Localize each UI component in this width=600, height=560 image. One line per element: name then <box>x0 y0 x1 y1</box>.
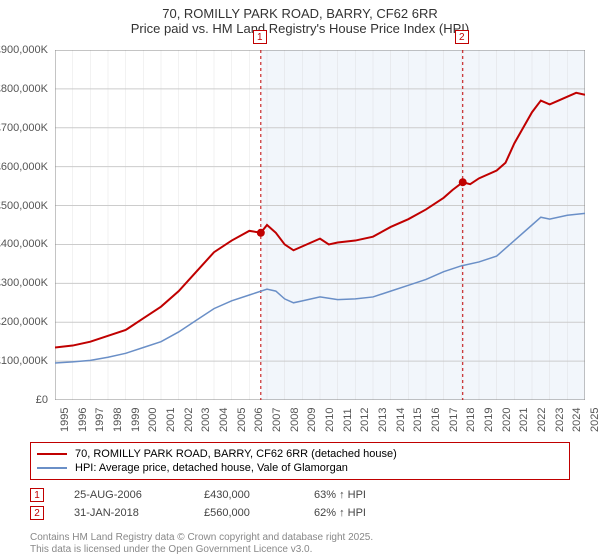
credits-line2: This data is licensed under the Open Gov… <box>30 544 373 556</box>
y-tick-label: £600,000K <box>0 161 48 173</box>
x-tick-label: 2023 <box>554 408 566 432</box>
legend: 70, ROMILLY PARK ROAD, BARRY, CF62 6RR (… <box>30 442 570 480</box>
x-tick-label: 2018 <box>465 408 477 432</box>
x-tick-label: 2008 <box>289 408 301 432</box>
marker-box-2: 2 <box>455 30 469 44</box>
y-tick-label: £100,000K <box>0 355 48 367</box>
x-tick-label: 2001 <box>165 408 177 432</box>
title-line1: 70, ROMILLY PARK ROAD, BARRY, CF62 6RR <box>0 6 600 21</box>
y-tick-label: £300,000K <box>0 277 48 289</box>
y-tick-label: £800,000K <box>0 83 48 95</box>
y-tick-label: £700,000K <box>0 122 48 134</box>
x-tick-label: 2013 <box>377 408 389 432</box>
x-tick-label: 2003 <box>200 408 212 432</box>
x-tick-label: 2011 <box>342 408 354 432</box>
title-line2: Price paid vs. HM Land Registry's House … <box>0 21 600 36</box>
transaction-delta-1: 63% ↑ HPI <box>314 489 366 501</box>
x-tick-label: 1999 <box>130 408 142 432</box>
credits: Contains HM Land Registry data © Crown c… <box>30 532 373 556</box>
transaction-price-2: £560,000 <box>204 507 284 519</box>
x-tick-label: 1996 <box>77 408 89 432</box>
x-tick-label: 2025 <box>589 408 600 432</box>
x-tick-label: 2021 <box>518 408 530 432</box>
x-tick-label: 1998 <box>112 408 124 432</box>
x-tick-label: 2005 <box>236 408 248 432</box>
x-tick-label: 2015 <box>412 408 424 432</box>
legend-swatch-2 <box>37 467 67 469</box>
legend-row-2: HPI: Average price, detached house, Vale… <box>37 461 563 475</box>
transactions-block: 1 25-AUG-2006 £430,000 63% ↑ HPI 2 31-JA… <box>30 486 366 522</box>
chart-container: 70, ROMILLY PARK ROAD, BARRY, CF62 6RR P… <box>0 0 600 560</box>
x-tick-label: 2006 <box>253 408 265 432</box>
legend-row-1: 70, ROMILLY PARK ROAD, BARRY, CF62 6RR (… <box>37 447 563 461</box>
transaction-marker-2: 2 <box>30 506 44 520</box>
x-tick-label: 2002 <box>183 408 195 432</box>
transaction-date-1: 25-AUG-2006 <box>74 489 174 501</box>
x-tick-label: 2000 <box>147 408 159 432</box>
x-tick-label: 2022 <box>536 408 548 432</box>
legend-label-1: 70, ROMILLY PARK ROAD, BARRY, CF62 6RR (… <box>75 448 397 460</box>
transaction-row-1: 1 25-AUG-2006 £430,000 63% ↑ HPI <box>30 486 366 504</box>
x-tick-label: 1997 <box>94 408 106 432</box>
x-tick-label: 2017 <box>448 408 460 432</box>
legend-swatch-1 <box>37 453 67 455</box>
legend-label-2: HPI: Average price, detached house, Vale… <box>75 462 348 474</box>
y-tick-label: £500,000K <box>0 200 48 212</box>
transaction-delta-2: 62% ↑ HPI <box>314 507 366 519</box>
x-tick-label: 1995 <box>59 408 71 432</box>
y-tick-label: £400,000K <box>0 238 48 250</box>
x-tick-label: 2016 <box>430 408 442 432</box>
transaction-date-2: 31-JAN-2018 <box>74 507 174 519</box>
x-tick-label: 2014 <box>395 408 407 432</box>
transaction-row-2: 2 31-JAN-2018 £560,000 62% ↑ HPI <box>30 504 366 522</box>
x-tick-label: 2012 <box>359 408 371 432</box>
y-tick-label: £900,000K <box>0 44 48 56</box>
credits-line1: Contains HM Land Registry data © Crown c… <box>30 532 373 544</box>
x-axis: 1995 1996 1997 1998 1999 2000 2001 2002 2003 2004… <box>55 402 585 442</box>
marker-box-1: 1 <box>253 30 267 44</box>
x-tick-label: 2007 <box>271 408 283 432</box>
x-tick-label: 2009 <box>306 408 318 432</box>
y-tick-label: £200,000K <box>0 316 48 328</box>
transaction-price-1: £430,000 <box>204 489 284 501</box>
title-block: 70, ROMILLY PARK ROAD, BARRY, CF62 6RR P… <box>0 0 600 38</box>
chart-svg <box>55 50 585 400</box>
x-tick-label: 2019 <box>483 408 495 432</box>
chart-area: 12 <box>55 50 585 400</box>
x-tick-label: 2004 <box>218 408 230 432</box>
x-tick-label: 2010 <box>324 408 336 432</box>
y-tick-label: £0 <box>36 394 48 406</box>
x-tick-label: 2020 <box>501 408 513 432</box>
y-axis: £0£100,000K£200,000K£300,000K£400,000K£5… <box>0 50 52 400</box>
transaction-marker-1: 1 <box>30 488 44 502</box>
x-tick-label: 2024 <box>571 408 583 432</box>
